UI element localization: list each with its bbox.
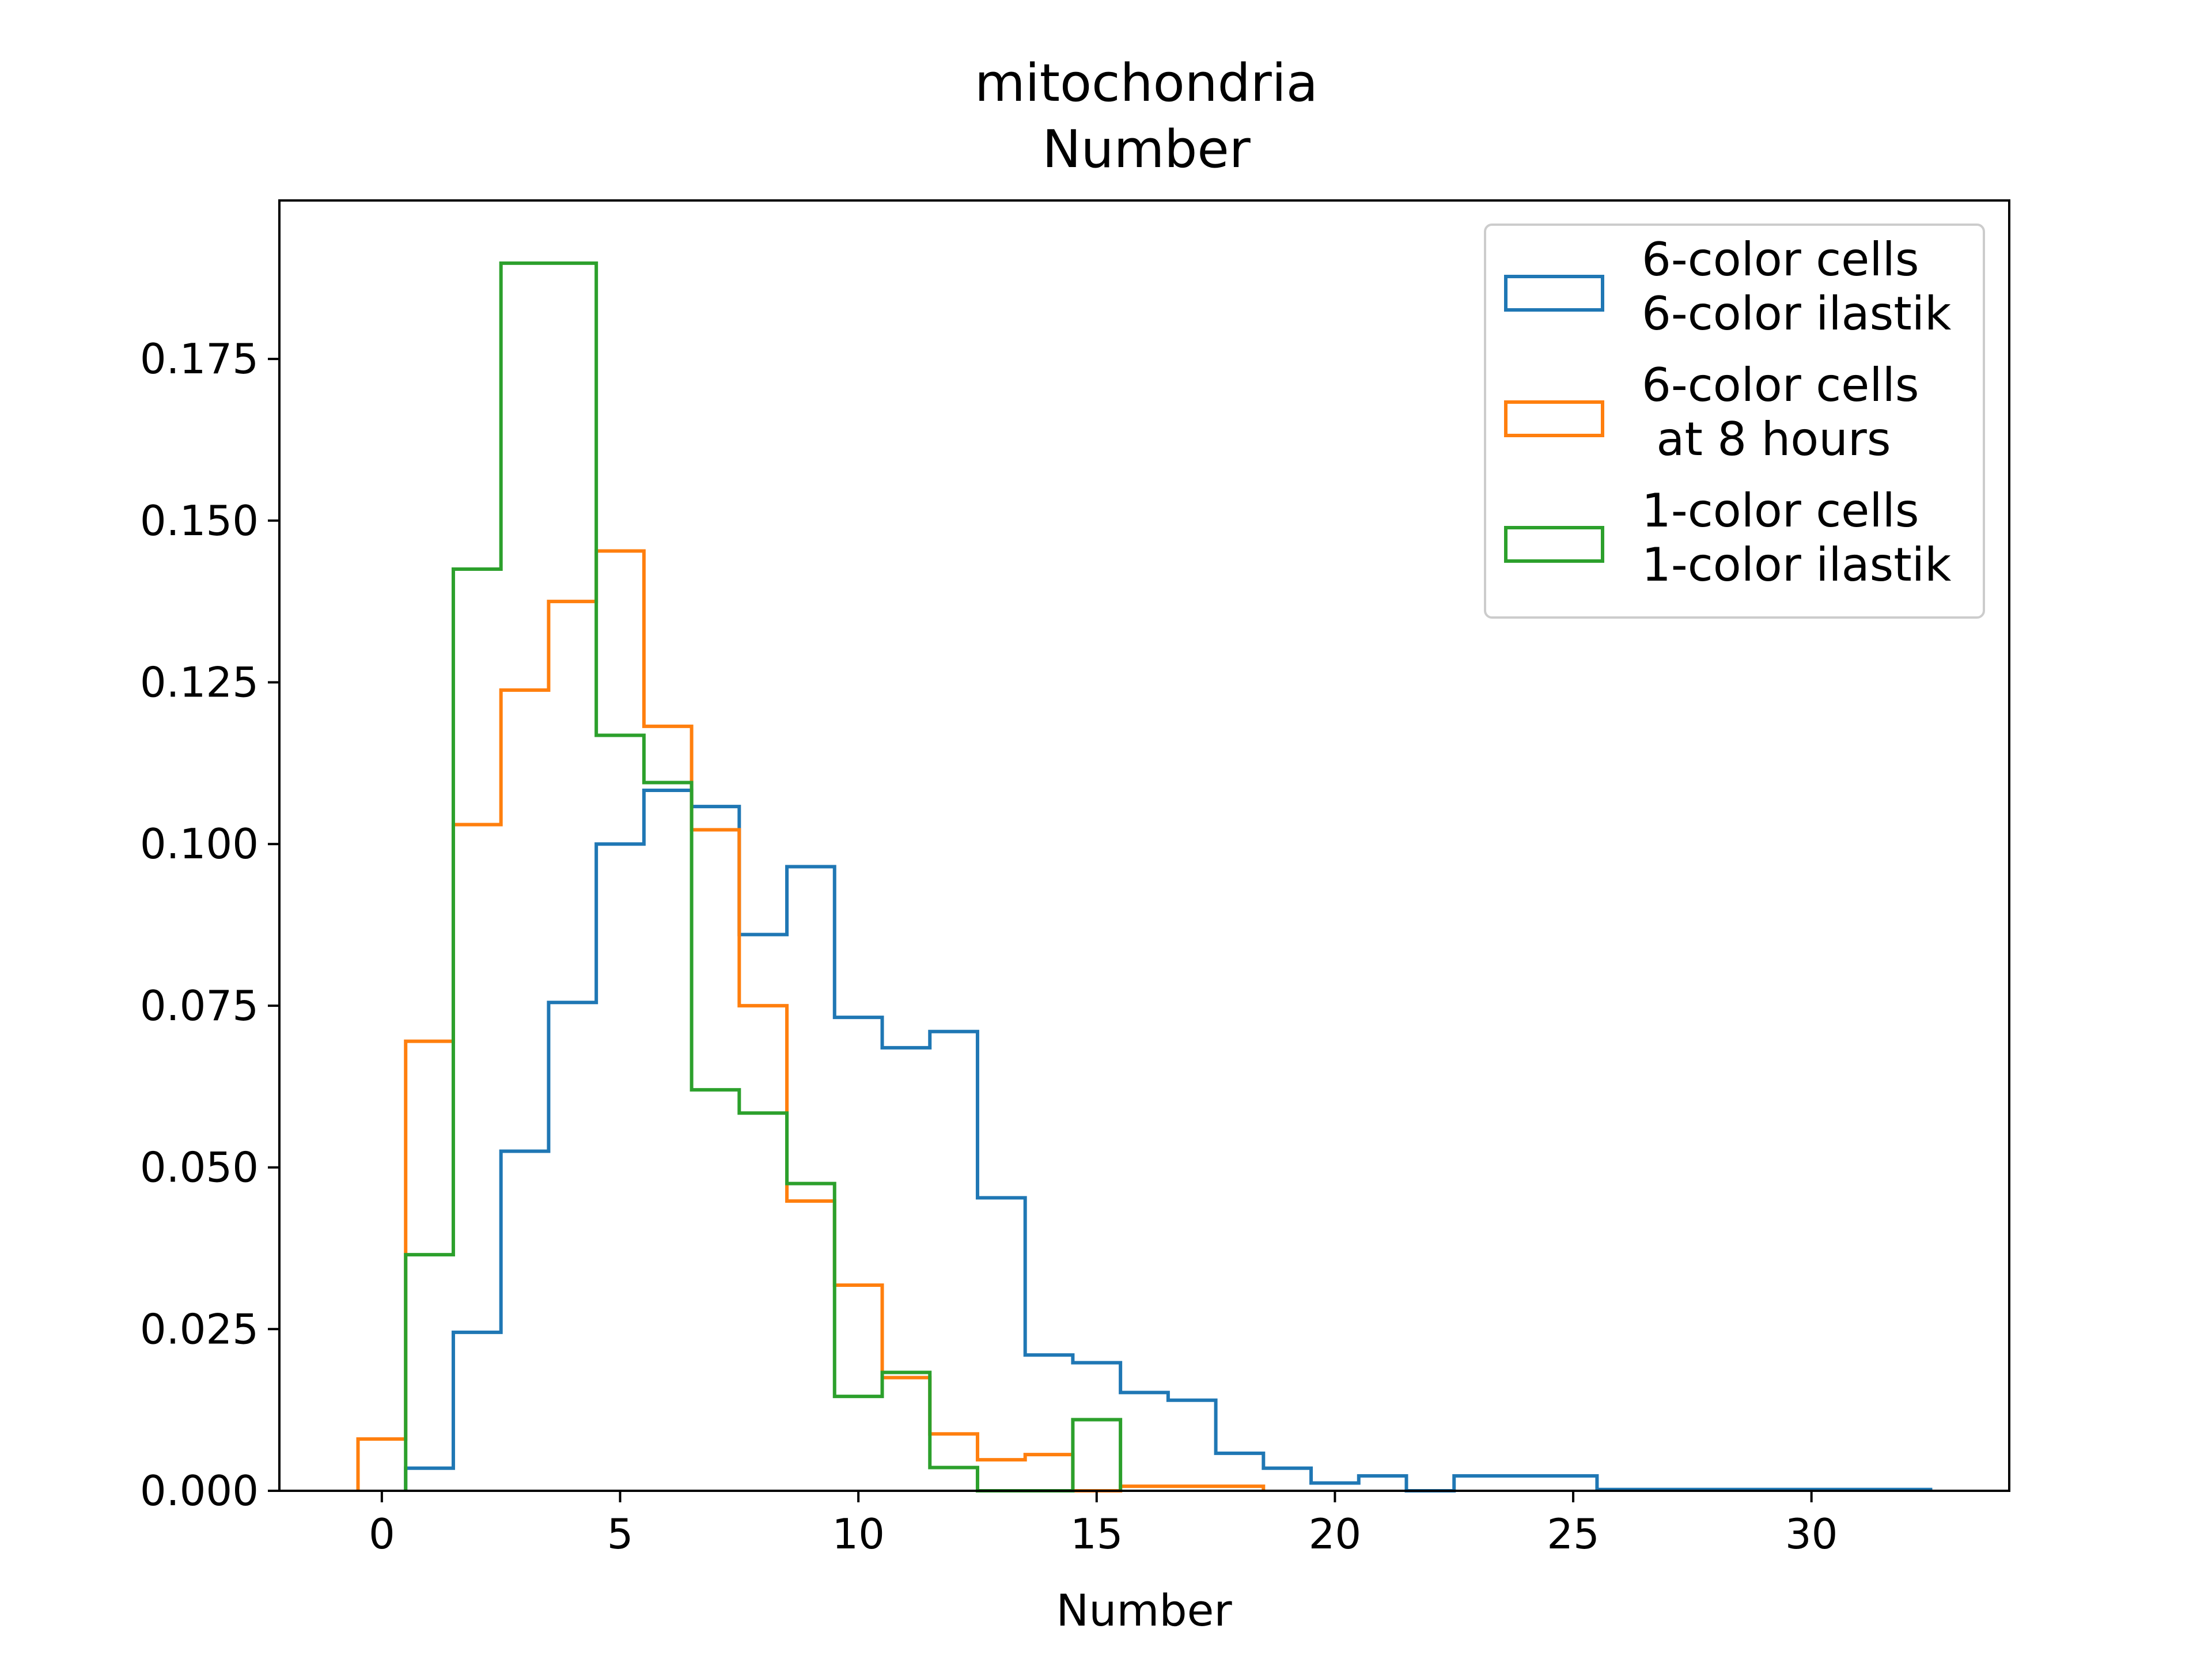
legend-label-3: 1-color ilastik [1642,538,1952,592]
x-axis-ticks: 0 5 10 15 20 25 30 [369,1491,1838,1558]
histogram-series-1 [404,789,1933,1493]
x-tick-label: 5 [607,1510,634,1558]
chart-subtitle: Number [1042,119,1251,180]
legend-swatch-1 [1504,275,1604,312]
y-tick-label: 0.175 [140,335,259,383]
x-tick-label: 25 [1547,1510,1600,1558]
legend-box [1484,224,1985,619]
x-axis-label: Number [1056,1585,1232,1636]
legend-label-2: at 8 hours [1642,412,1891,466]
x-tick-label: 20 [1309,1510,1362,1558]
y-tick-label: 0.125 [140,658,259,706]
legend-label-3: 1-color cells [1642,484,1919,537]
plot-area-frame [278,199,2010,1492]
legend-label-1: 6-color ilastik [1642,287,1952,340]
y-tick-label: 0.150 [140,497,259,545]
legend-swatch-3 [1504,526,1604,563]
legend-label-2: 6-color cells [1642,358,1919,412]
y-tick-label: 0.050 [140,1143,259,1192]
legend-swatch-2 [1504,400,1604,437]
y-axis-ticks: 0.000 0.025 0.050 0.075 0.100 0.125 0.150 0.175 [140,335,279,1515]
y-tick-label: 0.075 [140,982,259,1030]
x-tick-label: 15 [1070,1510,1123,1558]
y-tick-label: 0.100 [140,820,259,868]
x-tick-label: 30 [1785,1510,1838,1558]
legend-label-1: 6-color cells [1642,233,1919,286]
y-tick-label: 0.025 [140,1305,259,1353]
x-tick-label: 10 [832,1510,885,1558]
x-tick-label: 0 [369,1510,395,1558]
chart-title: mitochondria [975,53,1318,113]
y-tick-label: 0.000 [140,1467,259,1515]
